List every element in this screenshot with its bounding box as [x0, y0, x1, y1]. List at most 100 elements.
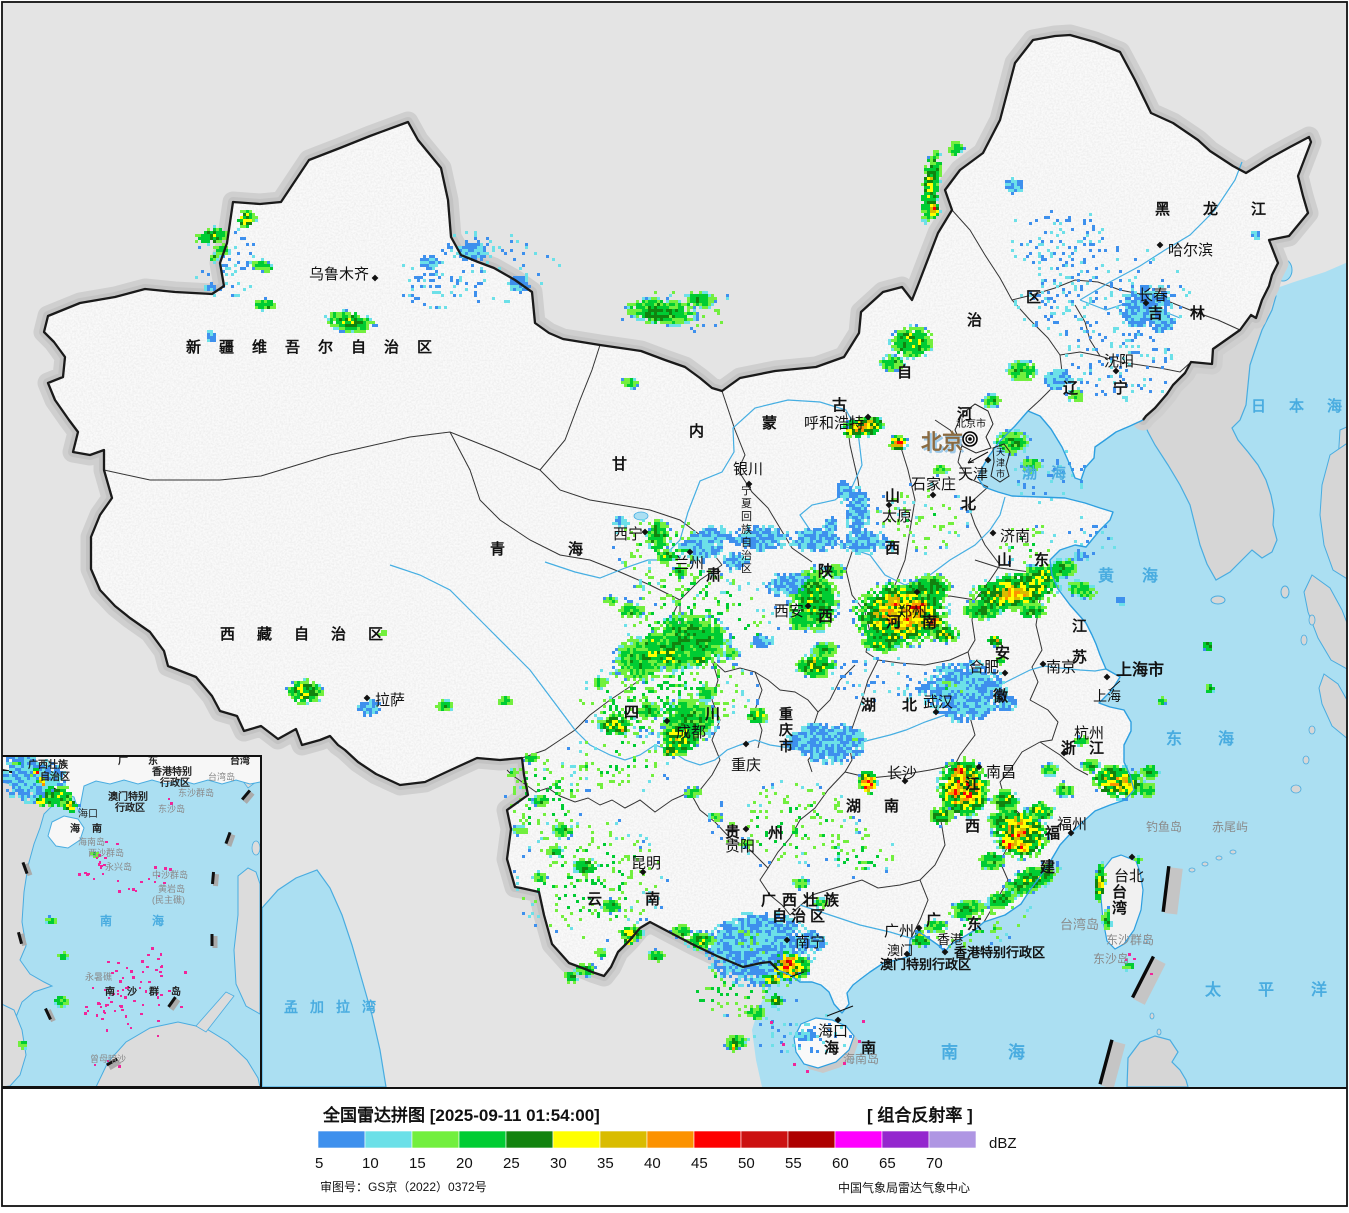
svg-text:渤海: 渤海 — [1022, 464, 1080, 482]
svg-text:济南: 济南 — [1000, 528, 1030, 545]
svg-text:重庆: 重庆 — [731, 757, 761, 774]
svg-text:福州: 福州 — [1057, 816, 1087, 833]
svg-text:族: 族 — [741, 522, 752, 536]
svg-text:南: 南 — [645, 890, 660, 908]
svg-text:南沙群岛: 南沙群岛 — [105, 985, 193, 998]
svg-text:香港特别: 香港特别 — [152, 765, 192, 778]
svg-text:宁: 宁 — [1113, 379, 1128, 397]
svg-text:澳门特别: 澳门特别 — [108, 790, 148, 803]
svg-text:贵: 贵 — [725, 823, 740, 841]
svg-text:回: 回 — [741, 510, 752, 523]
svg-text:65: 65 — [879, 1155, 896, 1172]
svg-text:市: 市 — [996, 468, 1005, 479]
svg-text:日本海: 日本海 — [1251, 397, 1349, 415]
svg-text:郑州: 郑州 — [897, 604, 927, 621]
svg-text:湖: 湖 — [846, 798, 861, 815]
svg-text:40: 40 — [644, 1155, 661, 1172]
svg-text:江: 江 — [965, 775, 980, 793]
svg-text:昆明: 昆明 — [631, 855, 661, 872]
svg-text:中国气象局雷达气象中心: 中国气象局雷达气象中心 — [838, 1180, 970, 1195]
svg-text:青: 青 — [490, 540, 505, 558]
svg-text:宁: 宁 — [741, 483, 752, 497]
svg-text:海: 海 — [568, 540, 583, 558]
svg-text:四: 四 — [624, 704, 639, 721]
svg-text:广: 广 — [118, 754, 128, 767]
svg-text:西: 西 — [885, 540, 900, 557]
svg-text:津: 津 — [996, 458, 1005, 468]
svg-text:海南岛: 海南岛 — [78, 836, 105, 847]
svg-text:山: 山 — [997, 552, 1012, 569]
svg-text:西: 西 — [818, 608, 833, 625]
svg-text:南京: 南京 — [1046, 659, 1076, 676]
svg-text:行政区: 行政区 — [159, 776, 190, 789]
svg-text:广州: 广州 — [884, 923, 914, 940]
svg-text:江: 江 — [1072, 617, 1087, 635]
svg-text:古: 古 — [832, 396, 847, 414]
svg-text:60: 60 — [832, 1155, 849, 1172]
svg-text:西: 西 — [965, 818, 980, 835]
svg-text:长春: 长春 — [1138, 287, 1168, 304]
svg-text:台北: 台北 — [1114, 868, 1144, 885]
svg-text:北京: 北京 — [921, 430, 963, 454]
svg-text:庆: 庆 — [779, 722, 793, 738]
svg-text:审图号：GS京（2022）0372号: 审图号：GS京（2022）0372号 — [320, 1179, 487, 1194]
svg-text:治: 治 — [967, 311, 982, 329]
svg-text:苏: 苏 — [1072, 648, 1087, 666]
svg-text:银川: 银川 — [733, 461, 763, 478]
svg-text:山: 山 — [885, 488, 900, 505]
svg-text:台: 台 — [1112, 883, 1127, 901]
svg-text:夏: 夏 — [741, 497, 752, 510]
svg-text:乌鲁木齐: 乌鲁木齐 — [309, 266, 369, 283]
svg-text:辽: 辽 — [1063, 380, 1078, 397]
svg-text:湖: 湖 — [861, 697, 876, 714]
svg-text:东沙群岛: 东沙群岛 — [178, 787, 214, 798]
svg-text:北: 北 — [902, 697, 917, 714]
svg-text:钓鱼岛: 钓鱼岛 — [1146, 819, 1182, 834]
svg-text:西安: 西安 — [774, 603, 804, 620]
svg-text:哈尔滨: 哈尔滨 — [1168, 242, 1213, 259]
svg-text:海: 海 — [70, 822, 80, 835]
svg-text:海: 海 — [824, 1039, 839, 1057]
svg-text:广西壮族: 广西壮族 — [28, 758, 69, 771]
svg-text:东海: 东海 — [1166, 729, 1270, 748]
svg-text:区: 区 — [1026, 289, 1041, 306]
svg-text:徽: 徽 — [992, 687, 1009, 705]
svg-text:东沙群岛: 东沙群岛 — [1106, 932, 1154, 947]
svg-text:北: 北 — [961, 496, 976, 513]
svg-text:(民主礁): (民主礁) — [152, 894, 185, 905]
svg-text:杭州: 杭州 — [1074, 725, 1104, 742]
svg-text:沈阳: 沈阳 — [1104, 353, 1134, 370]
svg-text:海南岛: 海南岛 — [843, 1051, 879, 1066]
svg-text:台湾岛: 台湾岛 — [208, 771, 235, 782]
svg-text:新疆维吾尔自治区: 新疆维吾尔自治区 — [186, 338, 450, 356]
svg-text:上海: 上海 — [1093, 688, 1121, 704]
svg-text:福: 福 — [1044, 824, 1060, 842]
svg-text:全国雷达拼图 [2025-09-11 01:54:00]: 全国雷达拼图 [2025-09-11 01:54:00] — [322, 1105, 600, 1125]
svg-text:南: 南 — [92, 822, 102, 835]
svg-text:西沙群岛: 西沙群岛 — [88, 847, 124, 858]
svg-text:贵阳: 贵阳 — [725, 838, 755, 855]
svg-text:30: 30 — [550, 1155, 567, 1172]
svg-text:澳门: 澳门 — [887, 943, 913, 958]
svg-text:黄海: 黄海 — [1098, 566, 1186, 585]
svg-text:孟加拉湾: 孟加拉湾 — [284, 999, 388, 1015]
svg-text:[ 组合反射率 ]: [ 组合反射率 ] — [867, 1105, 973, 1125]
svg-text:东沙岛: 东沙岛 — [1093, 951, 1129, 966]
svg-text:武汉: 武汉 — [923, 694, 953, 711]
svg-text:10: 10 — [362, 1155, 379, 1172]
svg-text:南昌: 南昌 — [986, 764, 1016, 781]
svg-text:市: 市 — [779, 738, 793, 754]
svg-text:林: 林 — [1190, 304, 1206, 322]
svg-text:15: 15 — [409, 1155, 426, 1172]
svg-text:呼和浩特: 呼和浩特 — [804, 415, 864, 432]
svg-text:治: 治 — [741, 548, 752, 562]
svg-text:曾母暗沙: 曾母暗沙 — [90, 1053, 126, 1064]
svg-text:中沙群岛: 中沙群岛 — [152, 869, 188, 880]
svg-text:广西壮族: 广西壮族 — [761, 891, 845, 909]
svg-text:合肥: 合肥 — [969, 659, 999, 676]
svg-text:西藏自治区: 西藏自治区 — [220, 625, 405, 643]
svg-text:陕: 陕 — [818, 562, 833, 580]
svg-text:建: 建 — [1040, 858, 1056, 876]
svg-text:永兴岛: 永兴岛 — [105, 861, 132, 872]
svg-text:自治区: 自治区 — [772, 907, 829, 925]
